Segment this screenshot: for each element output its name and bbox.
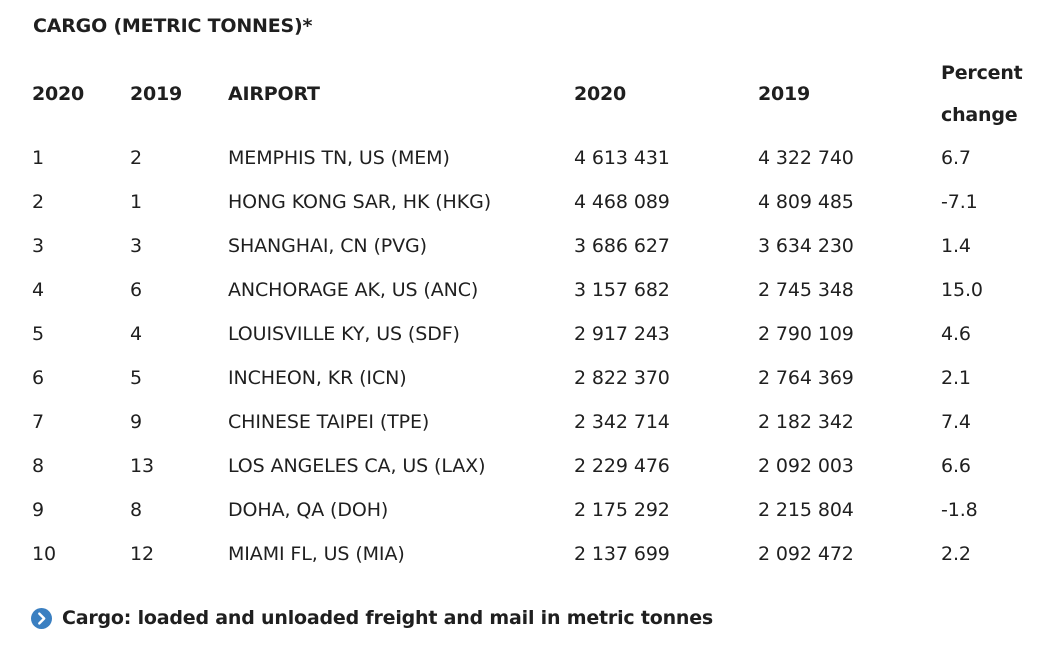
- airport-cell: HONG KONG SAR, HK (HKG): [228, 191, 492, 213]
- cargo-2020-cell: 2 229 476: [574, 455, 670, 477]
- rank-2019-cell: 13: [130, 455, 154, 477]
- column-header-rank-2020: 2020: [32, 83, 85, 105]
- column-header-airport: AIRPORT: [228, 83, 320, 105]
- column-header-cargo-2019: 2019: [758, 83, 811, 105]
- table-row: 7 9 CHINESE TAIPEI (TPE) 2 342 714 2 182 342…: [32, 400, 1032, 444]
- footnote-text: Cargo: loaded and unloaded freight and m…: [62, 607, 714, 629]
- table-title: CARGO (METRIC TONNES)*: [33, 15, 313, 37]
- cargo-2020-cell: 2 917 243: [574, 323, 670, 345]
- table-row: 2 1 HONG KONG SAR, HK (HKG) 4 468 089 4 809 …: [32, 180, 1032, 224]
- percent-change-cell: -7.1: [941, 191, 978, 213]
- cargo-2019-cell: 2 215 804: [758, 499, 854, 521]
- airport-cell: ANCHORAGE AK, US (ANC): [228, 279, 479, 301]
- cargo-2020-cell: 2 342 714: [574, 411, 670, 433]
- airport-cell: CHINESE TAIPEI (TPE): [228, 411, 430, 433]
- cargo-2019-cell: 2 092 472: [758, 543, 854, 565]
- cargo-2020-cell: 2 137 699: [574, 543, 670, 565]
- rank-2020-cell: 7: [32, 411, 44, 433]
- column-header-rank-2019: 2019: [130, 83, 183, 105]
- cargo-2019-cell: 2 092 003: [758, 455, 854, 477]
- rank-2019-cell: 4: [130, 323, 142, 345]
- airport-cell: INCHEON, KR (ICN): [228, 367, 407, 389]
- footnote: Cargo: loaded and unloaded freight and m…: [31, 607, 713, 629]
- percent-change-cell: 2.1: [941, 367, 971, 389]
- table-body: 1 2 MEMPHIS TN, US (MEM) 4 613 431 4 322 740…: [32, 136, 1032, 576]
- rank-2020-cell: 1: [32, 147, 44, 169]
- percent-change-cell: 2.2: [941, 543, 971, 565]
- rank-2019-cell: 3: [130, 235, 142, 257]
- table-row: 10 12 MIAMI FL, US (MIA) 2 137 699 2 092 472…: [32, 532, 1032, 576]
- table-header-row: 2020 2019 AIRPORT 2020 2019 Percent chan…: [32, 52, 1032, 136]
- rank-2019-cell: 6: [130, 279, 142, 301]
- rank-2020-cell: 2: [32, 191, 44, 213]
- cargo-2020-cell: 4 613 431: [574, 147, 670, 169]
- table-row: 4 6 ANCHORAGE AK, US (ANC) 3 157 682 2 745 3…: [32, 268, 1032, 312]
- cargo-2020-cell: 2 822 370: [574, 367, 670, 389]
- percent-change-cell: 6.7: [941, 147, 971, 169]
- column-header-cargo-2020: 2020: [574, 83, 627, 105]
- cargo-2019-cell: 2 745 348: [758, 279, 854, 301]
- percent-change-cell: 7.4: [941, 411, 971, 433]
- airport-cell: LOUISVILLE KY, US (SDF): [228, 323, 460, 345]
- airport-cell: DOHA, QA (DOH): [228, 499, 389, 521]
- cargo-2020-cell: 2 175 292: [574, 499, 670, 521]
- percent-change-cell: 1.4: [941, 235, 971, 257]
- cargo-2019-cell: 4 322 740: [758, 147, 854, 169]
- table-row: 8 13 LOS ANGELES CA, US (LAX) 2 229 476 2 09…: [32, 444, 1032, 488]
- airport-cell: MIAMI FL, US (MIA): [228, 543, 405, 565]
- table-row: 6 5 INCHEON, KR (ICN) 2 822 370 2 764 369 2.1: [32, 356, 1032, 400]
- table-row: 9 8 DOHA, QA (DOH) 2 175 292 2 215 804 -1.8: [32, 488, 1032, 532]
- percent-change-cell: 4.6: [941, 323, 971, 345]
- airport-cell: SHANGHAI, CN (PVG): [228, 235, 427, 257]
- cargo-2019-cell: 3 634 230: [758, 235, 854, 257]
- rank-2020-cell: 3: [32, 235, 44, 257]
- table-row: 1 2 MEMPHIS TN, US (MEM) 4 613 431 4 322 740…: [32, 136, 1032, 180]
- rank-2020-cell: 9: [32, 499, 44, 521]
- rank-2019-cell: 2: [130, 147, 142, 169]
- table-row: 5 4 LOUISVILLE KY, US (SDF) 2 917 243 2 790 …: [32, 312, 1032, 356]
- rank-2019-cell: 12: [130, 543, 154, 565]
- rank-2019-cell: 9: [130, 411, 142, 433]
- cargo-2019-cell: 4 809 485: [758, 191, 854, 213]
- airport-cell: MEMPHIS TN, US (MEM): [228, 147, 450, 169]
- column-header-percent-change: Percent change: [941, 62, 1023, 126]
- cargo-2020-cell: 3 686 627: [574, 235, 670, 257]
- cargo-2019-cell: 2 764 369: [758, 367, 854, 389]
- rank-2020-cell: 10: [32, 543, 56, 565]
- rank-2020-cell: 4: [32, 279, 44, 301]
- percent-change-cell: -1.8: [941, 499, 978, 521]
- rank-2019-cell: 5: [130, 367, 142, 389]
- rank-2019-cell: 8: [130, 499, 142, 521]
- cargo-2020-cell: 4 468 089: [574, 191, 670, 213]
- cargo-2019-cell: 2 790 109: [758, 323, 854, 345]
- rank-2020-cell: 6: [32, 367, 44, 389]
- airport-cell: LOS ANGELES CA, US (LAX): [228, 455, 486, 477]
- rank-2020-cell: 5: [32, 323, 44, 345]
- cargo-2020-cell: 3 157 682: [574, 279, 670, 301]
- rank-2020-cell: 8: [32, 455, 44, 477]
- table-row: 3 3 SHANGHAI, CN (PVG) 3 686 627 3 634 230 1.…: [32, 224, 1032, 268]
- cargo-2019-cell: 2 182 342: [758, 411, 854, 433]
- cargo-ranking-table: 2020 2019 AIRPORT 2020 2019 Percent chan…: [32, 52, 1032, 576]
- percent-change-cell: 6.6: [941, 455, 971, 477]
- percent-change-cell: 15.0: [941, 279, 983, 301]
- chevron-right-circle-icon: [31, 607, 52, 629]
- rank-2019-cell: 1: [130, 191, 142, 213]
